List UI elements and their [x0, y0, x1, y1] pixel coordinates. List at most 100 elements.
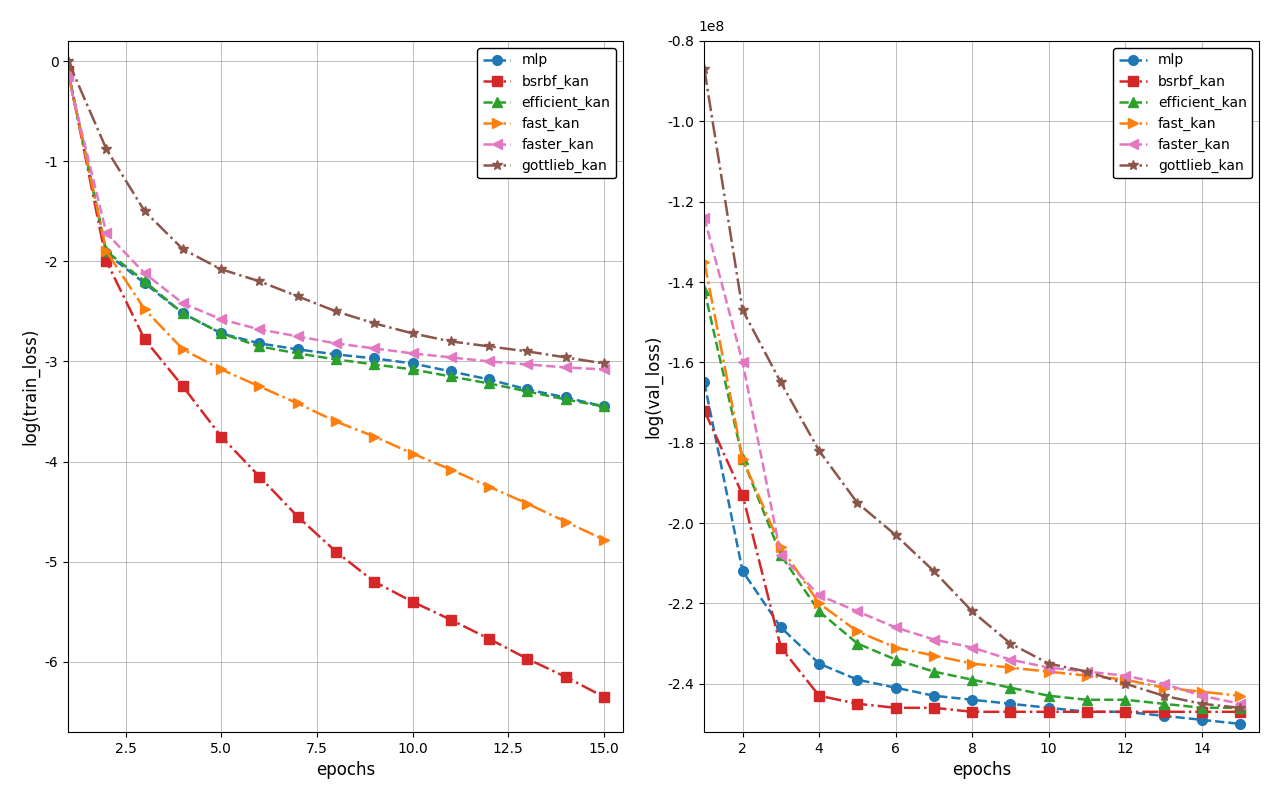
bsrbf_kan — [1117, 707, 1133, 717]
mlp — [481, 374, 497, 384]
fast_kan — [1233, 691, 1248, 701]
bsrbf_kan — [850, 699, 865, 709]
bsrbf_kan — [520, 654, 535, 663]
fast_kan — [404, 449, 420, 458]
efficient_kan — [1079, 695, 1094, 705]
faster_kan — [888, 622, 904, 632]
bsrbf_kan — [60, 66, 76, 76]
Line: fast_kan: fast_kan — [699, 257, 1245, 701]
mlp — [558, 393, 573, 402]
Line: fast_kan: fast_kan — [63, 68, 609, 545]
mlp — [596, 402, 612, 411]
fast_kan — [443, 465, 458, 474]
faster_kan — [252, 325, 268, 334]
mlp — [214, 329, 229, 338]
fast_kan — [137, 305, 152, 314]
gottlieb_kan — [1156, 691, 1171, 701]
gottlieb_kan — [927, 566, 942, 576]
gottlieb_kan — [520, 346, 535, 356]
mlp — [1156, 711, 1171, 721]
gottlieb_kan — [1002, 638, 1018, 648]
bsrbf_kan — [214, 432, 229, 442]
fast_kan — [175, 345, 191, 354]
fast_kan — [558, 517, 573, 526]
fast_kan — [1041, 667, 1056, 677]
efficient_kan — [1002, 683, 1018, 693]
mlp — [850, 675, 865, 685]
gottlieb_kan — [735, 306, 750, 315]
efficient_kan — [596, 402, 612, 411]
efficient_kan — [927, 667, 942, 677]
efficient_kan — [175, 309, 191, 318]
gottlieb_kan — [443, 337, 458, 346]
fast_kan — [291, 398, 306, 408]
faster_kan — [175, 298, 191, 308]
mlp — [99, 249, 114, 258]
X-axis label: epochs: epochs — [952, 761, 1011, 779]
faster_kan — [99, 229, 114, 238]
gottlieb_kan — [558, 353, 573, 362]
Line: gottlieb_kan: gottlieb_kan — [699, 64, 1245, 713]
mlp — [773, 622, 788, 632]
mlp — [1002, 699, 1018, 709]
faster_kan — [481, 357, 497, 366]
fast_kan — [812, 598, 827, 608]
mlp — [137, 278, 152, 288]
efficient_kan — [558, 394, 573, 404]
fast_kan — [888, 642, 904, 652]
efficient_kan — [252, 342, 268, 351]
bsrbf_kan — [927, 703, 942, 713]
Legend: mlp, bsrbf_kan, efficient_kan, fast_kan, faster_kan, gottlieb_kan: mlp, bsrbf_kan, efficient_kan, fast_kan,… — [1114, 48, 1252, 178]
gottlieb_kan — [60, 56, 76, 66]
efficient_kan — [481, 378, 497, 388]
gottlieb_kan — [1117, 679, 1133, 689]
faster_kan — [404, 349, 420, 358]
efficient_kan — [965, 675, 980, 685]
gottlieb_kan — [404, 329, 420, 338]
Line: efficient_kan: efficient_kan — [63, 68, 609, 411]
fast_kan — [1156, 683, 1171, 693]
gottlieb_kan — [175, 245, 191, 254]
faster_kan — [443, 353, 458, 362]
mlp — [1233, 719, 1248, 729]
efficient_kan — [137, 277, 152, 286]
bsrbf_kan — [1041, 707, 1056, 717]
faster_kan — [520, 360, 535, 370]
gottlieb_kan — [137, 206, 152, 216]
mlp — [1117, 707, 1133, 717]
bsrbf_kan — [443, 615, 458, 625]
fast_kan — [735, 454, 750, 463]
Line: gottlieb_kan: gottlieb_kan — [63, 56, 609, 368]
mlp — [888, 683, 904, 693]
mlp — [965, 695, 980, 705]
bsrbf_kan — [404, 597, 420, 606]
mlp — [404, 358, 420, 368]
fast_kan — [850, 626, 865, 636]
gottlieb_kan — [596, 358, 612, 368]
fast_kan — [520, 498, 535, 508]
bsrbf_kan — [888, 703, 904, 713]
fast_kan — [214, 365, 229, 374]
mlp — [735, 566, 750, 576]
bsrbf_kan — [596, 692, 612, 702]
faster_kan — [773, 550, 788, 560]
bsrbf_kan — [481, 634, 497, 643]
bsrbf_kan — [291, 512, 306, 522]
faster_kan — [1194, 691, 1210, 701]
gottlieb_kan — [214, 265, 229, 274]
gottlieb_kan — [888, 530, 904, 540]
efficient_kan — [443, 372, 458, 382]
gottlieb_kan — [696, 64, 712, 74]
efficient_kan — [1233, 703, 1248, 713]
faster_kan — [927, 634, 942, 644]
bsrbf_kan — [558, 672, 573, 682]
Y-axis label: log(val_loss): log(val_loss) — [644, 334, 662, 438]
gottlieb_kan — [1079, 667, 1094, 677]
faster_kan — [291, 331, 306, 341]
gottlieb_kan — [366, 318, 381, 328]
efficient_kan — [812, 606, 827, 616]
gottlieb_kan — [965, 606, 980, 616]
gottlieb_kan — [481, 342, 497, 351]
fast_kan — [596, 535, 612, 545]
fast_kan — [1002, 663, 1018, 673]
